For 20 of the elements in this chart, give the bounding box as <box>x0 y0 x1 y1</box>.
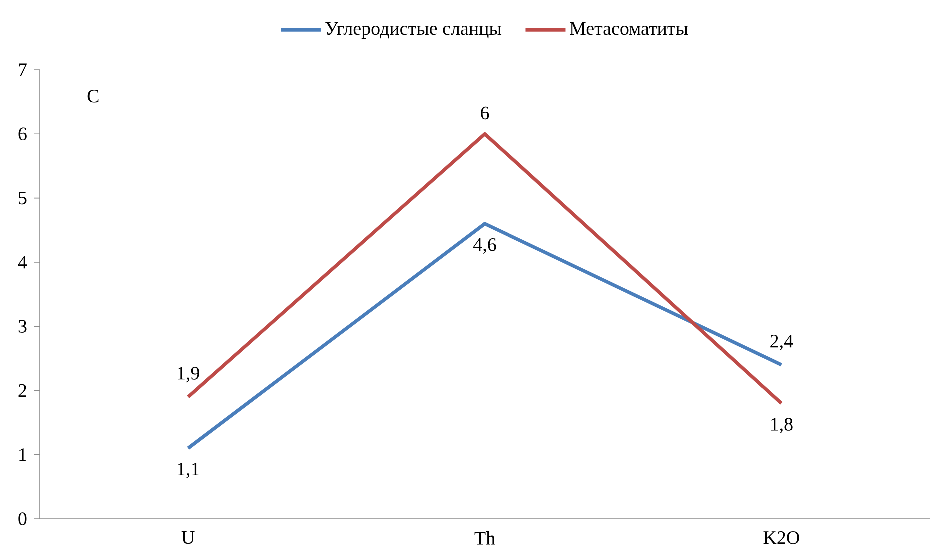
y-tick-label: 6 <box>18 128 27 141</box>
data-label: 6 <box>481 106 490 120</box>
y-tick-label: 5 <box>19 192 27 205</box>
data-label: 1,8 <box>771 418 793 434</box>
y-tick-label: 2 <box>18 384 26 398</box>
y-tick-label: 4 <box>18 256 28 269</box>
y-tick-label: 7 <box>19 64 27 76</box>
y-tick-label: 1 <box>20 448 26 462</box>
data-label: 4,6 <box>474 238 496 254</box>
data-label: 1,1 <box>178 462 200 478</box>
data-label: 1,9 <box>178 367 200 383</box>
y-tick-label: 0 <box>18 512 27 526</box>
x-tick-label: K2O <box>764 532 800 544</box>
y-axis-title: C <box>88 90 99 103</box>
x-tick-label: U <box>182 532 195 544</box>
legend-label: Углеродистые сланцы <box>326 22 502 39</box>
y-tick-label: 3 <box>18 320 27 333</box>
x-tick-label: Th <box>474 532 496 545</box>
data-label: 2,4 <box>770 335 794 351</box>
legend-label: Метасоматиты <box>570 22 688 36</box>
